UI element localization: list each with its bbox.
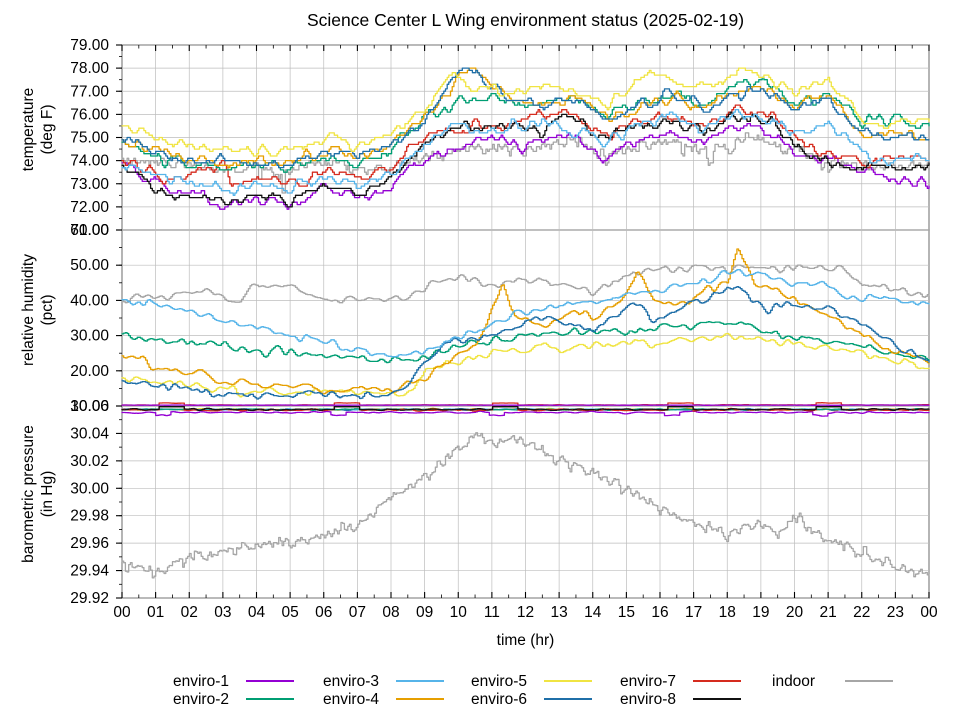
svg-text:indoor: indoor (772, 673, 815, 690)
svg-text:00: 00 (920, 604, 938, 621)
svg-text:time (hr): time (hr) (497, 632, 555, 649)
svg-text:00: 00 (113, 604, 131, 621)
svg-text:(deg F): (deg F) (39, 105, 56, 155)
svg-text:enviro-1: enviro-1 (173, 673, 229, 690)
svg-text:12: 12 (517, 604, 534, 621)
svg-text:73.00: 73.00 (70, 176, 109, 193)
svg-text:enviro-8: enviro-8 (620, 691, 676, 708)
svg-text:07: 07 (349, 604, 366, 621)
svg-text:09: 09 (416, 604, 433, 621)
svg-text:50.00: 50.00 (70, 257, 109, 274)
svg-text:20.00: 20.00 (70, 363, 109, 380)
svg-text:enviro-2: enviro-2 (173, 691, 229, 708)
svg-text:(pct): (pct) (39, 295, 56, 326)
svg-text:29.92: 29.92 (70, 590, 109, 607)
svg-text:74.00: 74.00 (70, 153, 109, 170)
svg-text:30.00: 30.00 (70, 328, 109, 345)
svg-text:enviro-6: enviro-6 (471, 691, 527, 708)
svg-text:barometric pressure: barometric pressure (20, 425, 37, 563)
svg-text:enviro-5: enviro-5 (471, 673, 527, 690)
svg-text:relative humidity: relative humidity (20, 254, 37, 366)
svg-text:04: 04 (248, 604, 266, 621)
svg-text:17: 17 (685, 604, 702, 621)
svg-text:29.98: 29.98 (70, 508, 109, 525)
svg-text:temperature: temperature (20, 88, 37, 172)
svg-text:76.00: 76.00 (70, 106, 109, 123)
svg-text:40.00: 40.00 (70, 292, 109, 309)
svg-text:06: 06 (315, 604, 332, 621)
svg-text:01: 01 (147, 604, 164, 621)
svg-text:30.04: 30.04 (70, 425, 109, 442)
svg-text:14: 14 (584, 604, 602, 621)
svg-text:78.00: 78.00 (70, 60, 109, 77)
svg-text:30.00: 30.00 (70, 480, 109, 497)
svg-text:05: 05 (281, 604, 298, 621)
svg-text:11: 11 (484, 604, 500, 621)
svg-text:enviro-7: enviro-7 (620, 673, 676, 690)
svg-text:enviro-3: enviro-3 (323, 673, 379, 690)
svg-text:30.06: 30.06 (70, 398, 109, 415)
svg-text:20: 20 (786, 604, 804, 621)
svg-text:77.00: 77.00 (70, 83, 109, 100)
svg-text:79.00: 79.00 (70, 37, 109, 54)
svg-text:60.00: 60.00 (70, 222, 109, 239)
svg-text:72.00: 72.00 (70, 199, 109, 216)
svg-text:enviro-4: enviro-4 (323, 691, 379, 708)
svg-text:15: 15 (618, 604, 635, 621)
svg-text:22: 22 (853, 604, 870, 621)
svg-text:75.00: 75.00 (70, 130, 109, 147)
svg-text:18: 18 (719, 604, 736, 621)
svg-text:10: 10 (450, 604, 468, 621)
svg-text:13: 13 (550, 604, 567, 621)
svg-text:02: 02 (181, 604, 198, 621)
svg-text:08: 08 (382, 604, 399, 621)
svg-text:30.02: 30.02 (70, 453, 109, 470)
svg-text:(in Hg): (in Hg) (39, 471, 56, 518)
svg-text:19: 19 (752, 604, 769, 621)
svg-text:23: 23 (887, 604, 904, 621)
svg-text:29.94: 29.94 (70, 563, 109, 580)
svg-text:03: 03 (214, 604, 231, 621)
svg-text:16: 16 (651, 604, 668, 621)
svg-text:29.96: 29.96 (70, 535, 109, 552)
svg-text:21: 21 (819, 604, 836, 621)
